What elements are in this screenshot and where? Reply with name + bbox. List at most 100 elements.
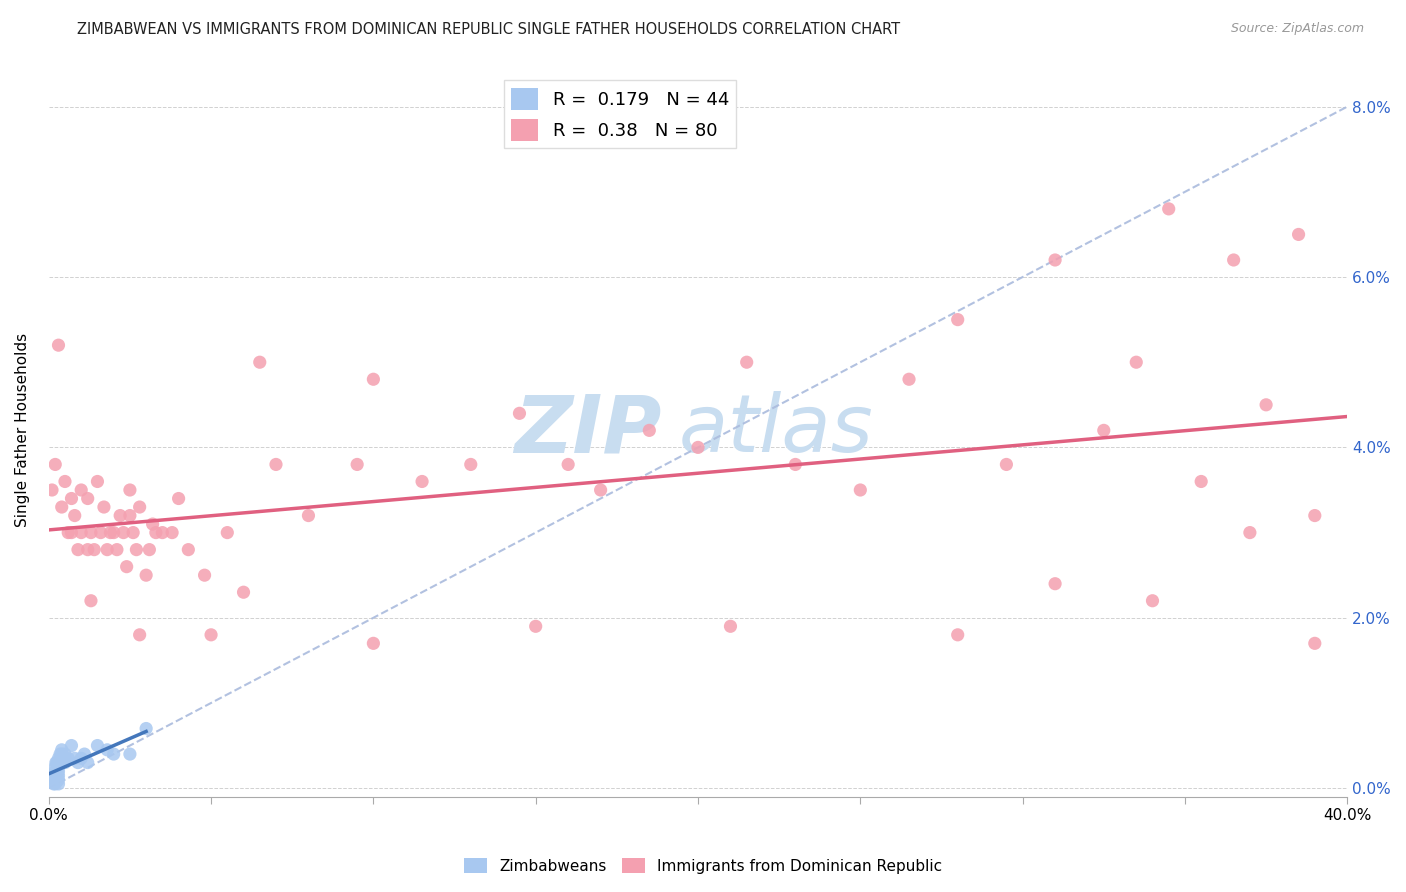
- Point: [686, 441, 709, 455]
- Point: [508, 406, 530, 420]
- Point: [80, 593, 103, 607]
- Point: [66, 756, 89, 770]
- Point: [995, 458, 1018, 472]
- Point: [44, 458, 66, 472]
- Point: [1303, 636, 1326, 650]
- Point: [53, 475, 76, 489]
- Point: [411, 475, 433, 489]
- Point: [1303, 508, 1326, 523]
- Point: [1239, 525, 1261, 540]
- Point: [735, 355, 758, 369]
- Point: [135, 568, 157, 582]
- Point: [44, 777, 66, 791]
- Point: [51, 751, 73, 765]
- Point: [460, 458, 482, 472]
- Point: [60, 525, 83, 540]
- Point: [142, 517, 165, 532]
- Point: [90, 525, 112, 540]
- Point: [58, 751, 80, 765]
- Point: [96, 542, 118, 557]
- Point: [44, 760, 66, 774]
- Point: [63, 751, 86, 765]
- Point: [41, 483, 63, 497]
- Point: [167, 491, 190, 506]
- Point: [45, 756, 67, 770]
- Point: [48, 338, 70, 352]
- Point: [53, 747, 76, 761]
- Point: [93, 500, 115, 514]
- Point: [48, 751, 70, 765]
- Point: [44, 772, 66, 787]
- Text: atlas: atlas: [679, 392, 873, 469]
- Point: [150, 525, 173, 540]
- Point: [122, 525, 145, 540]
- Point: [589, 483, 612, 497]
- Point: [76, 491, 98, 506]
- Point: [80, 525, 103, 540]
- Point: [524, 619, 547, 633]
- Point: [125, 542, 148, 557]
- Point: [200, 628, 222, 642]
- Point: [48, 756, 70, 770]
- Point: [96, 743, 118, 757]
- Point: [86, 739, 108, 753]
- Point: [160, 525, 183, 540]
- Point: [41, 768, 63, 782]
- Point: [249, 355, 271, 369]
- Point: [42, 772, 65, 787]
- Point: [63, 508, 86, 523]
- Point: [53, 756, 76, 770]
- Point: [1222, 252, 1244, 267]
- Point: [39, 774, 62, 789]
- Point: [42, 777, 65, 791]
- Point: [76, 756, 98, 770]
- Text: ZIMBABWEAN VS IMMIGRANTS FROM DOMINICAN REPUBLIC SINGLE FATHER HOUSEHOLDS CORREL: ZIMBABWEAN VS IMMIGRANTS FROM DOMINICAN …: [77, 22, 900, 37]
- Legend: Zimbabweans, Immigrants from Dominican Republic: Zimbabweans, Immigrants from Dominican R…: [458, 852, 948, 880]
- Point: [45, 774, 67, 789]
- Point: [1288, 227, 1310, 242]
- Point: [128, 500, 150, 514]
- Point: [1092, 423, 1115, 437]
- Text: Source: ZipAtlas.com: Source: ZipAtlas.com: [1230, 22, 1364, 36]
- Point: [105, 542, 128, 557]
- Point: [264, 458, 287, 472]
- Point: [946, 312, 969, 326]
- Point: [785, 458, 807, 472]
- Point: [41, 772, 63, 787]
- Point: [346, 458, 368, 472]
- Point: [51, 500, 73, 514]
- Point: [44, 764, 66, 778]
- Point: [108, 508, 131, 523]
- Point: [41, 771, 63, 785]
- Point: [1189, 475, 1212, 489]
- Point: [720, 619, 742, 633]
- Point: [60, 739, 83, 753]
- Point: [898, 372, 921, 386]
- Point: [849, 483, 872, 497]
- Point: [73, 747, 96, 761]
- Point: [946, 628, 969, 642]
- Point: [83, 542, 105, 557]
- Point: [118, 483, 141, 497]
- Point: [1157, 202, 1180, 216]
- Point: [115, 559, 138, 574]
- Point: [138, 542, 160, 557]
- Point: [45, 756, 67, 770]
- Point: [1256, 398, 1278, 412]
- Point: [118, 747, 141, 761]
- Point: [48, 764, 70, 778]
- Point: [51, 747, 73, 761]
- Text: ZIP: ZIP: [515, 392, 661, 469]
- Point: [86, 475, 108, 489]
- Point: [177, 542, 200, 557]
- Point: [58, 525, 80, 540]
- Point: [557, 458, 579, 472]
- Point: [112, 525, 135, 540]
- Point: [297, 508, 319, 523]
- Point: [44, 768, 66, 782]
- Point: [118, 508, 141, 523]
- Point: [103, 525, 125, 540]
- Point: [70, 751, 93, 765]
- Point: [53, 751, 76, 765]
- Legend: R =  0.179   N = 44, R =  0.38   N = 80: R = 0.179 N = 44, R = 0.38 N = 80: [503, 80, 737, 148]
